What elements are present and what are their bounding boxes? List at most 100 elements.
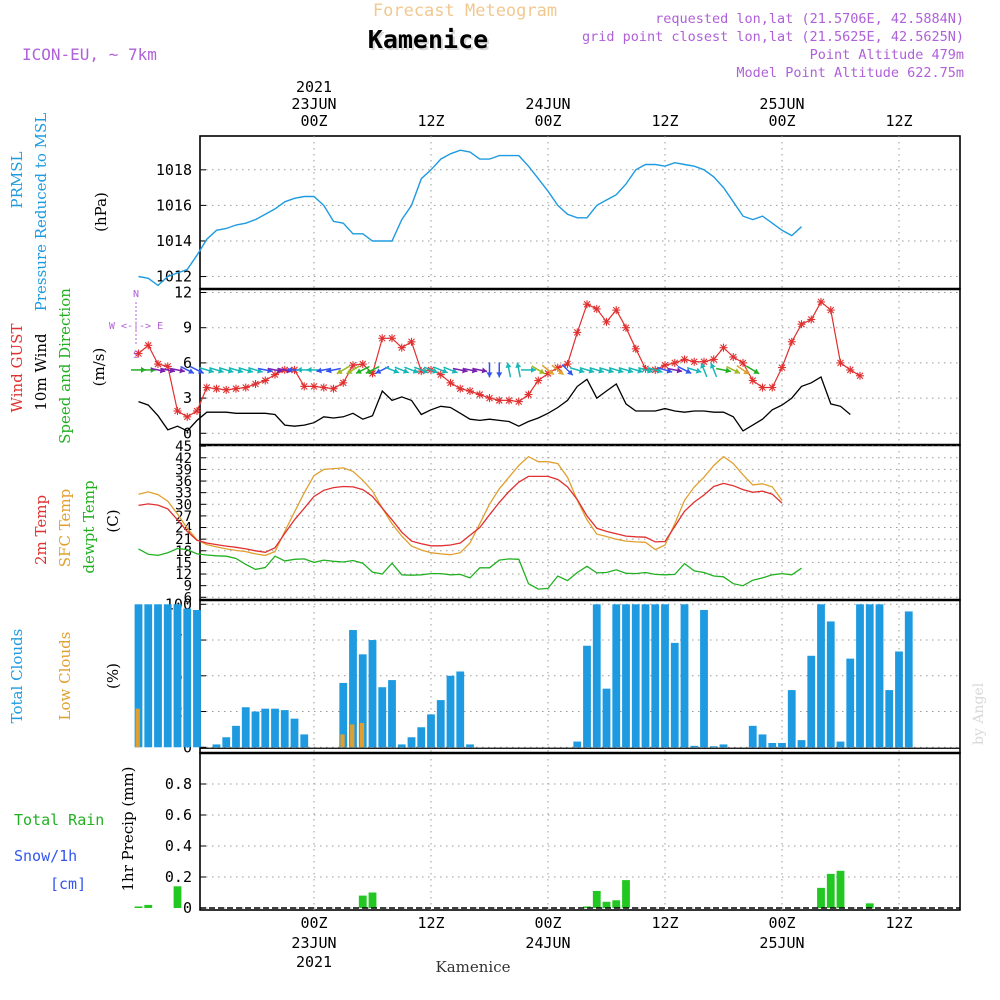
clouds-label-1: Total Clouds bbox=[8, 629, 26, 724]
total-cloud-bar-62 bbox=[895, 651, 903, 748]
panels: 1012101410161018036912691215182124273033… bbox=[156, 135, 961, 917]
total-cloud-bar-57 bbox=[846, 658, 855, 748]
low-cloud-bar-0 bbox=[135, 708, 140, 748]
precip-bar-12 bbox=[836, 870, 845, 908]
total-cloud-bar-6 bbox=[193, 610, 201, 748]
panel-frame-pressure bbox=[199, 135, 961, 290]
low-cloud-bar-3 bbox=[359, 722, 365, 748]
bottom-hour-tick-4: 00Z bbox=[768, 914, 795, 932]
wind-arrow-24 bbox=[365, 365, 380, 374]
wind-arrow-50 bbox=[618, 367, 634, 374]
total-cloud-bar-1 bbox=[144, 604, 153, 748]
dewpt-line bbox=[138, 547, 802, 590]
precip-bar-3 bbox=[358, 895, 367, 908]
precip-ytick-1: 0.2 bbox=[165, 868, 192, 886]
pressure-ytick-3: 1018 bbox=[156, 161, 192, 179]
total-cloud-bar-11 bbox=[251, 711, 260, 748]
wind-arrow-40 bbox=[521, 366, 536, 373]
gust-marker-12 bbox=[251, 380, 260, 389]
wind-arrow-35 bbox=[472, 367, 488, 374]
total-cloud-bar-28 bbox=[446, 675, 455, 748]
precip-bar-4 bbox=[368, 892, 377, 908]
gust-marker-23 bbox=[358, 360, 367, 369]
wind-arrow-58 bbox=[700, 362, 708, 378]
wind-arrow-37 bbox=[496, 362, 503, 378]
pressure-label-2: Pressure Reduced to MSL bbox=[32, 113, 50, 312]
gust-marker-63 bbox=[748, 376, 757, 385]
wind-arrow-28 bbox=[404, 366, 419, 374]
top-day-tick-2: 24JUN bbox=[525, 95, 570, 113]
precip-left-label-2: Snow/1h bbox=[14, 847, 77, 865]
total-cloud-bar-59 bbox=[865, 604, 874, 748]
gust-marker-41 bbox=[534, 376, 543, 385]
total-cloud-bar-13 bbox=[271, 708, 279, 748]
total-cloud-bar-10 bbox=[241, 707, 250, 748]
temp-ytick-2: 12 bbox=[175, 567, 192, 583]
gust-marker-18 bbox=[310, 382, 318, 391]
panel-frame-clouds bbox=[199, 599, 961, 754]
gust-marker-40 bbox=[524, 390, 533, 399]
precip-bar-11 bbox=[826, 873, 835, 908]
gust-marker-21 bbox=[339, 378, 348, 387]
wind-arrow-56 bbox=[677, 365, 692, 374]
info-line-1: requested lon,lat (21.5706E, 42.5884N) bbox=[655, 11, 964, 27]
total-cloud-bar-37 bbox=[631, 604, 640, 748]
model-label: ICON-EU, ~ 7km bbox=[22, 45, 157, 64]
sfc-temp-line bbox=[138, 455, 783, 557]
temp-ytick-3: 15 bbox=[175, 555, 192, 571]
precip-bar-8 bbox=[612, 900, 621, 908]
gust-marker-50 bbox=[622, 323, 630, 332]
total-cloud-bar-55 bbox=[826, 621, 835, 748]
gust-marker-48 bbox=[602, 317, 611, 326]
bottom-hour-tick-3: 12Z bbox=[651, 914, 678, 932]
wind-arrow-38 bbox=[505, 362, 512, 378]
bottom-hour-tick-5: 12Z bbox=[885, 914, 912, 932]
gust-marker-49 bbox=[612, 306, 621, 315]
top-hour-tick-5: 12Z bbox=[885, 112, 912, 130]
gust-marker-19 bbox=[319, 383, 328, 392]
total-cloud-bar-18 bbox=[349, 630, 357, 748]
temp-ytick-0: 6 bbox=[184, 590, 192, 606]
gust-marker-20 bbox=[329, 384, 338, 393]
total-cloud-bar-52 bbox=[797, 740, 806, 748]
total-cloud-bar-24 bbox=[407, 737, 416, 748]
wind-label-3: Speed and Direction bbox=[56, 288, 74, 444]
total-cloud-bar-39 bbox=[651, 604, 660, 748]
footer-location: Kamenice bbox=[436, 958, 511, 976]
total-cloud-bar-27 bbox=[436, 700, 445, 748]
total-cloud-bar-5 bbox=[183, 608, 192, 748]
gust-marker-67 bbox=[787, 337, 796, 346]
bottom-year: 2021 bbox=[296, 953, 332, 971]
wind-arrow-8 bbox=[209, 367, 224, 374]
temp-ytick-11: 39 bbox=[175, 462, 192, 478]
clouds-label-2: Low Clouds bbox=[56, 632, 74, 721]
pressure-ytick-1: 1014 bbox=[156, 232, 192, 250]
pressure-line bbox=[138, 149, 802, 287]
gust-marker-65 bbox=[768, 383, 777, 392]
pressure-label-1: PRMSL bbox=[8, 151, 26, 208]
bottom-day-tick-4: 25JUN bbox=[759, 934, 804, 952]
wind-arrow-42 bbox=[541, 364, 555, 376]
gust-marker-69 bbox=[807, 315, 816, 324]
wind-arrow-36 bbox=[486, 362, 493, 378]
gust-marker-55 bbox=[670, 358, 679, 367]
total-cloud-bar-22 bbox=[388, 680, 396, 748]
total-cloud-bar-12 bbox=[261, 708, 270, 748]
gust-marker-44 bbox=[563, 360, 572, 369]
top-hour-tick-0: 00Z bbox=[300, 112, 327, 130]
gust-marker-8 bbox=[212, 384, 221, 393]
precip-ytick-4: 0.8 bbox=[165, 775, 192, 793]
gust-marker-46 bbox=[583, 300, 591, 309]
wind-arrow-62 bbox=[736, 365, 750, 375]
gust-marker-37 bbox=[495, 396, 504, 405]
total-cloud-bar-42 bbox=[680, 604, 689, 748]
total-cloud-bar-29 bbox=[456, 671, 465, 748]
temp-ytick-9: 33 bbox=[175, 486, 192, 502]
gust-marker-9 bbox=[222, 385, 231, 394]
wind-ytick-3: 9 bbox=[183, 319, 192, 337]
watermark: by Angel bbox=[971, 682, 987, 745]
total-cloud-bar-61 bbox=[885, 690, 894, 748]
temp-ytick-12: 42 bbox=[175, 451, 192, 467]
wind-arrow-48 bbox=[599, 367, 614, 374]
wind-arrow-45 bbox=[569, 367, 585, 374]
